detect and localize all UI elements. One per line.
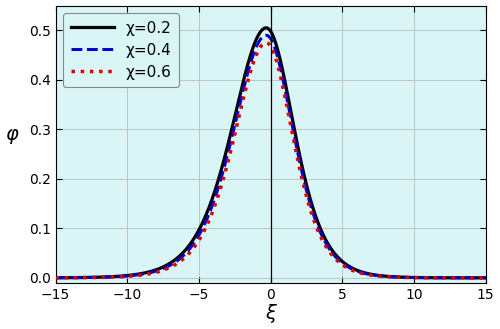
Legend: χ=0.2, χ=0.4, χ=0.6: χ=0.2, χ=0.4, χ=0.6	[63, 13, 180, 87]
X-axis label: ξ: ξ	[265, 304, 276, 323]
Y-axis label: φ: φ	[6, 125, 18, 144]
